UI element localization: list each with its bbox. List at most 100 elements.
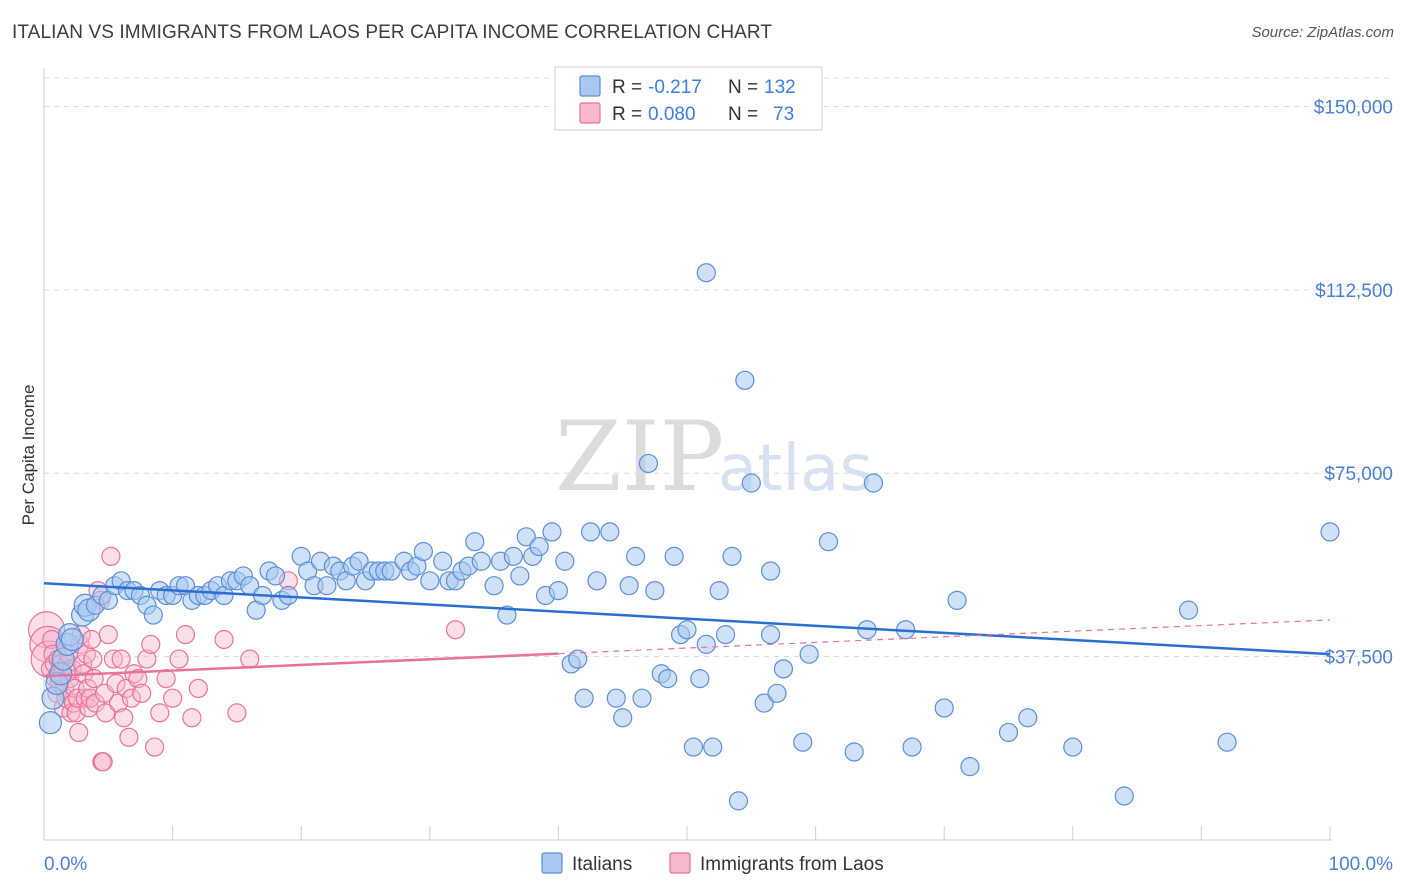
italians-point-93 xyxy=(645,580,665,601)
x-tick-labels: 0.0% 100.0% xyxy=(44,854,1393,875)
legend-n-value-italians: 132 xyxy=(764,77,796,98)
laos-point-42 xyxy=(93,752,113,772)
legend-r-label-laos: R = xyxy=(612,104,642,125)
italians-point-96 xyxy=(664,546,684,566)
laos-point-35 xyxy=(81,629,102,650)
italians-point-125 xyxy=(960,757,980,777)
italians-point-67 xyxy=(465,532,485,552)
laos-point-51 xyxy=(114,708,134,728)
bottom-legend-label-laos: Immigrants from Laos xyxy=(700,854,884,875)
legend-r-value-laos: 0.080 xyxy=(648,104,696,125)
x-tick-label-1: 100.0% xyxy=(1329,854,1394,875)
laos-point-70 xyxy=(240,649,260,669)
laos-point-67 xyxy=(188,678,208,699)
italians-point-112 xyxy=(760,625,781,645)
laos-point-69 xyxy=(227,703,247,723)
italians-point-115 xyxy=(793,732,813,752)
italians-point-7 xyxy=(60,627,84,652)
italians-point-78 xyxy=(542,522,562,542)
laos-point-45 xyxy=(98,625,118,645)
italians-point-62 xyxy=(433,551,453,571)
italians-point-101 xyxy=(696,634,716,654)
laos-point-47 xyxy=(103,649,124,669)
italians-point-72 xyxy=(503,546,523,566)
italians-point-68 xyxy=(471,551,491,571)
chart-source: Source: ZipAtlas.com xyxy=(1251,24,1394,41)
legend-swatch-laos xyxy=(579,102,601,124)
legend-n-value-laos: 73 xyxy=(773,104,794,125)
italians-point-106 xyxy=(722,546,742,566)
laos-point-46 xyxy=(101,546,121,566)
italians-point-126 xyxy=(998,722,1019,743)
italians-point-69 xyxy=(484,576,504,596)
italians-point-110 xyxy=(754,693,774,713)
y-tick-label-3: $150,000 xyxy=(1314,97,1393,118)
italians-point-80 xyxy=(555,551,575,571)
italians-point-127 xyxy=(1018,708,1038,728)
italians-point-113 xyxy=(767,683,787,703)
italians-point-98 xyxy=(677,620,697,640)
italians-point-90 xyxy=(625,546,646,566)
laos-point-54 xyxy=(121,688,142,708)
italians-point-116 xyxy=(799,644,819,664)
italians-point-71 xyxy=(497,605,517,625)
italians-point-131 xyxy=(1217,732,1237,752)
italians-point-123 xyxy=(934,698,954,718)
italians-point-60 xyxy=(413,541,433,562)
italians-point-79 xyxy=(548,580,569,601)
y-tick-label-0: $37,500 xyxy=(1324,648,1393,669)
italians-point-46 xyxy=(317,576,337,596)
italians-point-92 xyxy=(638,453,659,474)
series-italians-points xyxy=(38,263,1340,811)
italians-point-111 xyxy=(760,561,781,581)
italians-point-102 xyxy=(696,263,716,283)
laos-point-66 xyxy=(182,708,202,728)
italians-point-82 xyxy=(568,649,588,669)
laos-point-57 xyxy=(132,683,152,703)
laos-point-59 xyxy=(141,634,161,654)
italians-point-20 xyxy=(143,605,163,625)
italians-point-56 xyxy=(381,561,401,581)
laos-point-58 xyxy=(137,649,157,669)
y-tick-label-1: $75,000 xyxy=(1324,464,1393,485)
italians-point-100 xyxy=(690,669,710,689)
italians-point-118 xyxy=(844,742,864,762)
bottom-legend-label-italians: Italians xyxy=(572,854,632,875)
laos-point-56 xyxy=(128,669,148,689)
italians-point-117 xyxy=(818,532,839,552)
italians-point-89 xyxy=(619,576,639,596)
italians-point-108 xyxy=(735,370,755,390)
legend-n-label-italians: N = xyxy=(728,77,758,98)
italians-point-128 xyxy=(1063,737,1083,757)
laos-point-61 xyxy=(150,703,170,723)
laos-point-25 xyxy=(69,722,89,743)
italians-point-130 xyxy=(1178,600,1199,620)
italians-point-124 xyxy=(947,590,967,610)
axes xyxy=(43,68,1332,841)
laos-point-44 xyxy=(96,703,116,723)
laos-trend-line xyxy=(43,652,559,678)
italians-point-95 xyxy=(658,669,678,689)
watermark-atlas: atlas xyxy=(718,432,873,506)
italians-point-39 xyxy=(265,566,286,586)
chart-title: ITALIAN VS IMMIGRANTS FROM LAOS PER CAPI… xyxy=(12,22,773,43)
laos-point-63 xyxy=(163,688,183,708)
laos-point-72 xyxy=(445,620,466,640)
italians-point-99 xyxy=(683,737,704,757)
italians-point-120 xyxy=(863,473,884,493)
y-tick-label-2: $112,500 xyxy=(1315,281,1393,302)
watermark-zip: ZIP xyxy=(555,401,724,513)
laos-point-65 xyxy=(175,625,196,645)
italians-point-122 xyxy=(902,737,922,757)
italians-point-107 xyxy=(728,791,749,811)
italians-point-76 xyxy=(529,536,549,557)
legend-r-value-italians: -0.217 xyxy=(648,77,702,98)
italians-trend-line xyxy=(43,582,1331,656)
italians-point-74 xyxy=(516,527,536,547)
laos-point-23 xyxy=(66,703,86,723)
laos-trend-extension xyxy=(558,619,1331,655)
italians-point-109 xyxy=(741,473,761,493)
italians-point-51 xyxy=(349,551,369,571)
correlation-legend: R = -0.217 N = 132 R = 0.080 N = 73 xyxy=(554,66,823,131)
